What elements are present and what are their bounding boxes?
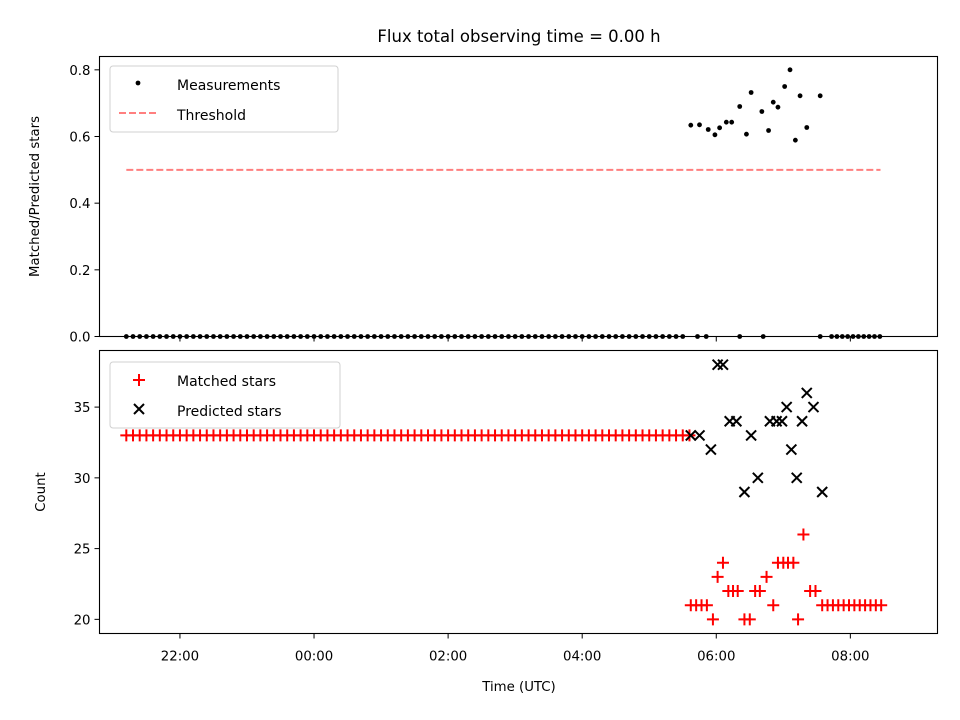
legend-predicted-label: Predicted stars bbox=[177, 404, 282, 420]
measurement-point bbox=[759, 109, 765, 114]
predicted-star-point bbox=[693, 429, 706, 442]
measurement-point bbox=[712, 132, 718, 138]
predicted-star-point bbox=[738, 486, 751, 498]
predicted-star-point bbox=[730, 415, 743, 427]
measurement-point bbox=[817, 93, 823, 99]
bottom-y-tick-label: 25 bbox=[74, 543, 91, 558]
legend-predicted-marker bbox=[133, 403, 145, 415]
bottom-panel-y-ticks: 20 25 30 35 bbox=[74, 401, 100, 628]
measurement-point bbox=[782, 84, 788, 89]
top-panel-marks bbox=[123, 67, 883, 339]
matched-star-point bbox=[809, 585, 822, 598]
top-panel-frame bbox=[98, 55, 939, 338]
bottom-legend: Matched stars Predicted stars bbox=[109, 361, 341, 429]
predicted-star-point bbox=[796, 415, 808, 427]
bottom-panel-y-label: Count bbox=[34, 472, 49, 512]
x-axis-label: Time (UTC) bbox=[481, 680, 556, 695]
top-y-tick-label: 0.8 bbox=[69, 64, 90, 79]
measurement-point bbox=[723, 119, 729, 125]
top-legend: Measurements Threshold bbox=[109, 65, 339, 133]
measurement-point bbox=[744, 131, 749, 137]
bottom-panel-marks bbox=[120, 358, 888, 626]
measurement-point bbox=[717, 125, 723, 131]
bottom-panel-frame bbox=[98, 349, 939, 635]
matched-star-point bbox=[706, 613, 719, 626]
predicted-star-point bbox=[816, 486, 828, 498]
matched-star-point bbox=[743, 613, 756, 626]
x-tick-label: 00:00 bbox=[295, 650, 333, 665]
top-y-tick-label: 0.0 bbox=[69, 331, 90, 346]
legend-matched-label: Matched stars bbox=[177, 374, 276, 390]
predicted-star-point bbox=[780, 401, 793, 413]
predicted-star-point bbox=[770, 415, 783, 427]
measurement-point bbox=[770, 99, 776, 105]
x-tick-label: 02:00 bbox=[429, 650, 467, 665]
legend-threshold-label: Threshold bbox=[176, 108, 246, 124]
legend-measurements-label: Measurements bbox=[177, 78, 280, 94]
matched-star-point bbox=[753, 585, 766, 598]
predicted-star-point bbox=[745, 429, 757, 442]
predicted-star-point bbox=[717, 358, 729, 371]
predicted-star-point bbox=[711, 358, 724, 371]
x-tick-label: 08:00 bbox=[831, 650, 869, 665]
predicted-star-point bbox=[807, 401, 820, 413]
top-y-tick-label: 0.6 bbox=[69, 131, 90, 146]
predicted-star-point bbox=[801, 387, 813, 399]
x-tick-label: 22:00 bbox=[161, 650, 199, 665]
measurement-point bbox=[787, 67, 793, 73]
top-y-tick-label: 0.2 bbox=[69, 264, 90, 279]
matched-star-point bbox=[875, 599, 888, 612]
bottom-y-tick-label: 20 bbox=[74, 613, 91, 628]
measurement-point bbox=[705, 127, 711, 132]
matched-star-point bbox=[760, 570, 773, 583]
measurement-point bbox=[775, 104, 781, 110]
matched-star-point bbox=[792, 613, 805, 626]
predicted-star-point bbox=[685, 429, 697, 442]
matched-star-point bbox=[797, 528, 810, 541]
predicted-star-point bbox=[785, 443, 798, 456]
measurement-point bbox=[766, 128, 771, 133]
top-y-tick-label: 0.4 bbox=[69, 197, 90, 212]
measurement-point bbox=[797, 93, 803, 99]
bottom-legend-box bbox=[109, 361, 341, 429]
matched-star-point bbox=[731, 585, 744, 598]
bottom-y-tick-label: 30 bbox=[74, 472, 91, 487]
matched-star-point bbox=[767, 599, 780, 612]
x-tick-label: 06:00 bbox=[697, 650, 735, 665]
predicted-star-point bbox=[752, 472, 764, 484]
top-panel-x-ticks bbox=[179, 336, 851, 342]
top-legend-box bbox=[109, 65, 339, 133]
bottom-panel-x-ticks: 22:00 00:00 02:00 04:00 06:00 08:00 bbox=[161, 633, 870, 665]
predicted-star-point bbox=[776, 415, 788, 427]
measurement-point bbox=[737, 104, 743, 109]
measurement-point bbox=[697, 122, 702, 128]
legend-matched-marker bbox=[133, 374, 145, 386]
measurement-point bbox=[729, 119, 735, 125]
x-tick-label: 04:00 bbox=[563, 650, 601, 665]
predicted-star-point bbox=[791, 472, 803, 484]
predicted-star-point bbox=[705, 443, 717, 456]
measurement-point bbox=[688, 122, 694, 128]
matched-star-point bbox=[711, 570, 724, 583]
bottom-y-tick-label: 35 bbox=[74, 401, 91, 416]
top-panel-y-ticks: 0.0 0.2 0.4 0.6 0.8 bbox=[69, 64, 100, 346]
matched-star-point bbox=[716, 556, 729, 569]
measurement-point bbox=[792, 137, 798, 143]
measurement-point bbox=[748, 90, 754, 95]
top-panel-y-label: Matched/Predicted stars bbox=[28, 116, 43, 277]
legend-measurements-marker bbox=[135, 80, 141, 86]
measurement-point bbox=[804, 125, 810, 130]
matched-star-point bbox=[787, 556, 800, 569]
matched-star-point bbox=[700, 599, 713, 612]
chart-title: Flux total observing time = 0.00 h bbox=[377, 27, 660, 46]
